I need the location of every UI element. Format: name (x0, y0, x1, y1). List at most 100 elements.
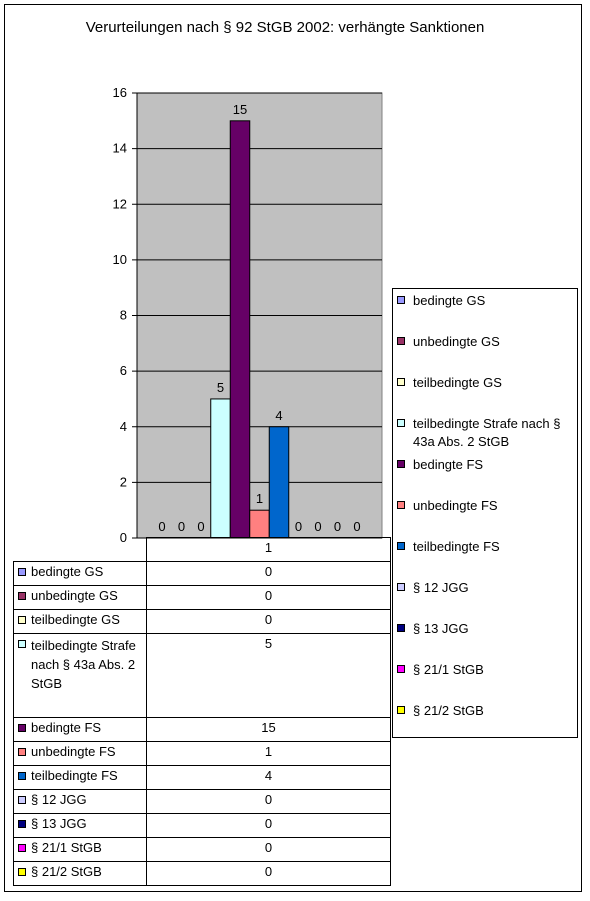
legend-swatch (397, 665, 405, 673)
table-swatch (18, 820, 26, 828)
table-row: unbedingte GS 0 (13, 585, 391, 610)
legend-swatch (397, 501, 405, 509)
data-label: 0 (295, 519, 302, 534)
legend-label: unbedingte GS (413, 334, 500, 349)
table-series-label: teilbedingte Strafe nach § 43a Abs. 2 St… (13, 633, 147, 718)
table-series-label: unbedingte FS (13, 741, 147, 766)
data-label: 5 (217, 380, 224, 395)
y-tick-label: 12 (113, 196, 127, 211)
table-value: 0 (146, 585, 391, 610)
legend-label: § 21/1 StGB (413, 662, 484, 677)
data-label: 1 (256, 491, 263, 506)
table-label-text: teilbedingte GS (31, 612, 120, 627)
legend-label: § 12 JGG (413, 580, 469, 595)
table-swatch (18, 772, 26, 780)
legend-swatch (397, 706, 405, 714)
table-series-label: § 21/1 StGB (13, 837, 147, 862)
table-label-text: bedingte GS (31, 564, 104, 579)
y-tick-label: 4 (120, 419, 127, 434)
table-row: § 21/2 StGB 0 (13, 861, 391, 886)
data-table: 1 bedingte GS 0 unbedingte GS 0 teilbedingte … (13, 537, 391, 886)
table-swatch (18, 568, 26, 576)
legend-item: teilbedingte GS (397, 374, 575, 392)
legend-item: § 12 JGG (397, 579, 575, 597)
chart-legend: bedingte GS unbedingte GS teilbedingte GS t… (392, 288, 578, 738)
y-tick-label: 8 (120, 308, 127, 323)
legend-item: bedingte FS (397, 456, 575, 474)
data-label: 4 (275, 408, 282, 423)
legend-swatch (397, 624, 405, 632)
table-value: 0 (146, 561, 391, 586)
y-tick-label: 6 (120, 363, 127, 378)
legend-item: teilbedingte Strafe nach § 43a Abs. 2 St… (397, 415, 575, 451)
table-label-text: § 13 JGG (31, 816, 87, 831)
data-label: 0 (197, 519, 204, 534)
table-series-label: teilbedingte GS (13, 609, 147, 634)
y-tick-label: 10 (113, 252, 127, 267)
table-value: 15 (146, 717, 391, 742)
table-label-text: bedingte FS (31, 720, 102, 735)
table-series-label: § 12 JGG (13, 789, 147, 814)
table-value: 1 (146, 741, 391, 766)
legend-item: unbedingte FS (397, 497, 575, 515)
table-swatch (18, 640, 26, 648)
table-series-label: teilbedingte FS (13, 765, 147, 790)
legend-label: teilbedingte GS (413, 375, 502, 390)
y-tick-label: 16 (113, 85, 127, 100)
y-tick-label: 14 (113, 141, 127, 156)
table-row: § 13 JGG 0 (13, 813, 391, 838)
chart-frame (4, 4, 582, 892)
bar (229, 120, 251, 539)
table-value: 0 (146, 609, 391, 634)
legend-label: unbedingte FS (413, 498, 498, 513)
table-label-text: unbedingte FS (31, 744, 116, 759)
y-tick-label: 2 (120, 474, 127, 489)
table-series-label: bedingte GS (13, 561, 147, 586)
table-row: teilbedingte Strafe nach § 43a Abs. 2 St… (13, 633, 391, 718)
legend-swatch (397, 583, 405, 591)
table-swatch (18, 616, 26, 624)
table-value: 4 (146, 765, 391, 790)
table-label-text: unbedingte GS (31, 588, 118, 603)
data-label: 0 (178, 519, 185, 534)
table-series-label: § 21/2 StGB (13, 861, 147, 886)
legend-label: § 13 JGG (413, 621, 469, 636)
legend-swatch (397, 337, 405, 345)
table-swatch (18, 796, 26, 804)
table-label-text: § 12 JGG (31, 792, 87, 807)
data-label: 0 (314, 519, 321, 534)
legend-swatch (397, 542, 405, 550)
chart-title: Verurteilungen nach § 92 StGB 2002: verh… (85, 19, 485, 36)
table-value: 0 (146, 789, 391, 814)
bar (210, 398, 231, 539)
table-label-text: teilbedingte FS (31, 768, 118, 783)
data-label: 15 (233, 102, 247, 117)
legend-label: bedingte GS (413, 293, 486, 308)
data-label: 0 (334, 519, 341, 534)
table-series-label: bedingte FS (13, 717, 147, 742)
legend-label: § 21/2 StGB (413, 703, 484, 718)
table-label-text: § 21/2 StGB (31, 864, 102, 879)
table-row: teilbedingte FS 4 (13, 765, 391, 790)
table-row: unbedingte FS 1 (13, 741, 391, 766)
table-swatch (18, 844, 26, 852)
table-row: bedingte GS 0 (13, 561, 391, 586)
table-row: § 12 JGG 0 (13, 789, 391, 814)
x-tick-label: 1 (146, 537, 391, 562)
table-series-label: § 13 JGG (13, 813, 147, 838)
legend-swatch (397, 460, 405, 468)
data-label: 0 (158, 519, 165, 534)
legend-swatch (397, 378, 405, 386)
legend-swatch (397, 419, 405, 427)
table-row: bedingte FS 15 (13, 717, 391, 742)
legend-label: teilbedingte FS (413, 539, 500, 554)
legend-item: bedingte GS (397, 292, 575, 310)
table-value: 5 (146, 633, 391, 718)
legend-item: teilbedingte FS (397, 538, 575, 556)
legend-swatch (397, 296, 405, 304)
table-series-label: unbedingte GS (13, 585, 147, 610)
legend-item: § 13 JGG (397, 620, 575, 638)
table-corner (13, 537, 147, 562)
table-label-text: teilbedingte Strafe nach § 43a Abs. 2 St… (31, 638, 136, 691)
